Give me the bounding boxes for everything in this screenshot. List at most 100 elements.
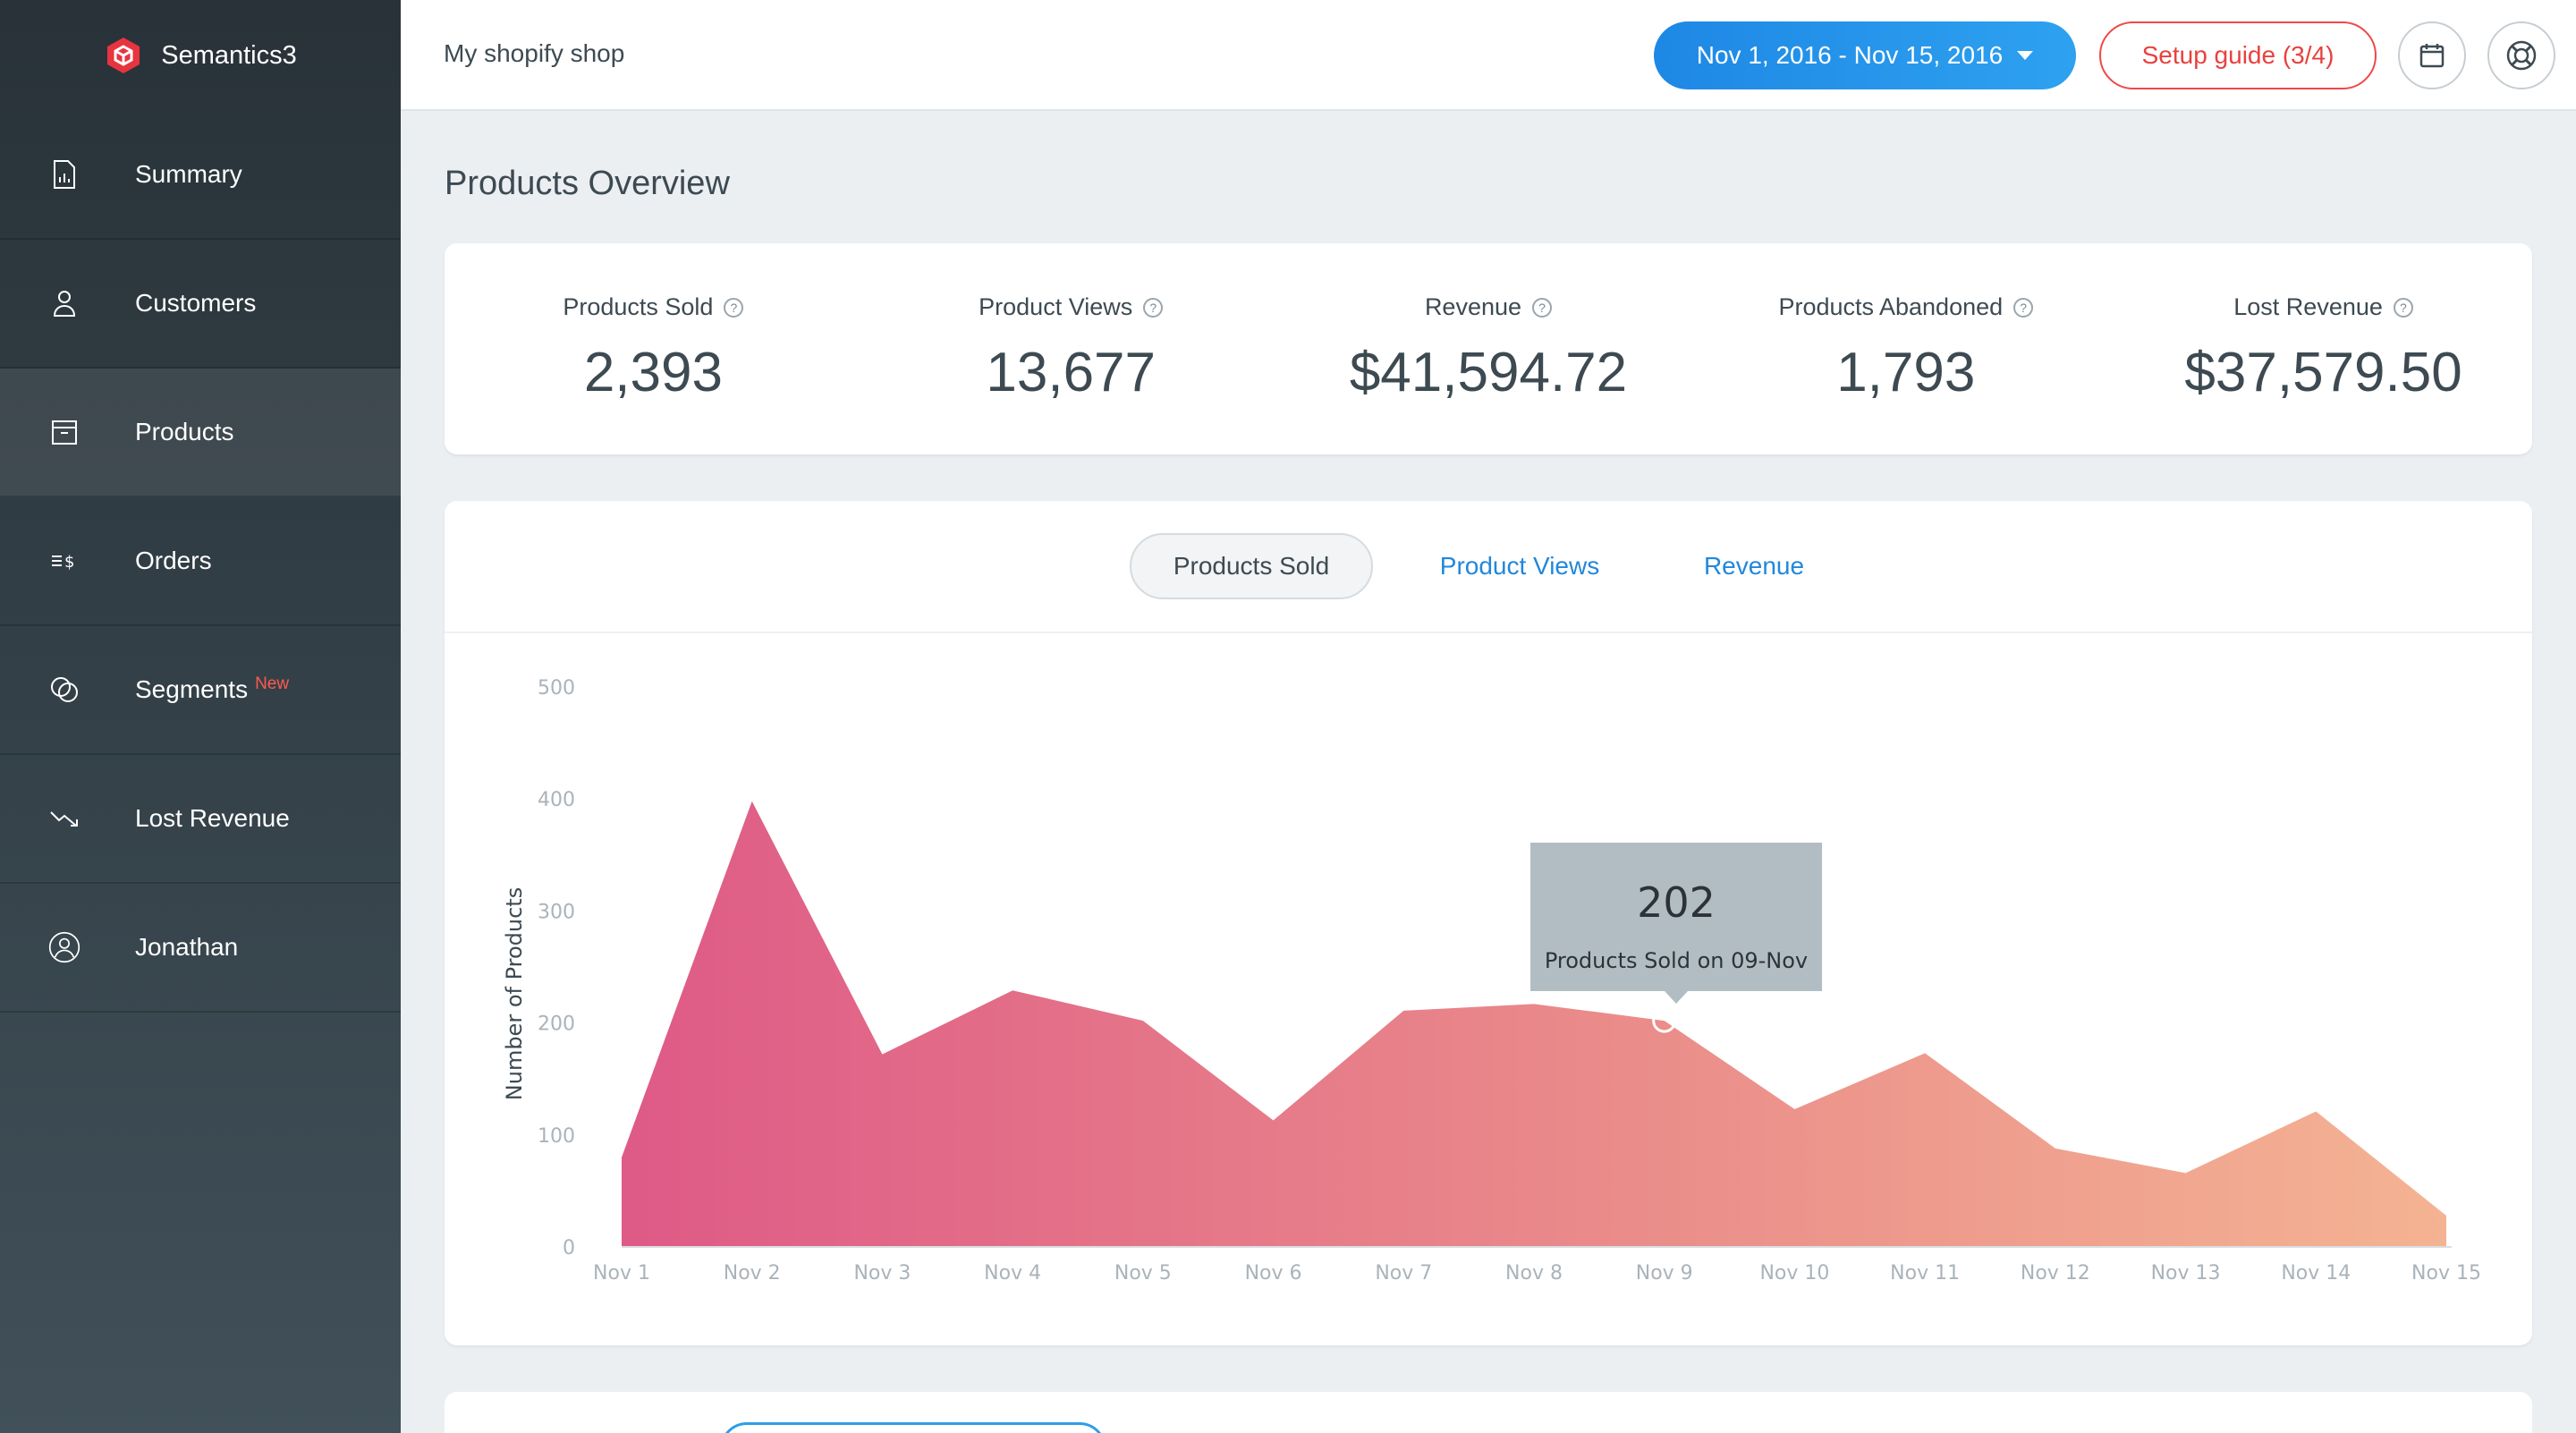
sidebar-item-summary[interactable]: Summary [0,111,401,240]
data-point[interactable] [611,1147,632,1168]
y-tick-label: 500 [538,677,575,700]
report-icon [48,158,80,191]
stat-label-text: Revenue [1424,293,1522,320]
chart-tooltip: 202 Products Sold on 09-Nov [1530,843,1822,1004]
tooltip-label: Products Sold on 09-Nov [1544,948,1809,973]
sidebar-item-orders[interactable]: $ Orders [0,497,401,626]
sidebar-item-label: Customers [135,289,257,317]
x-tick-label: Nov 10 [1759,1262,1829,1285]
stat-revenue: Revenue? $41,594.72 [1280,243,1698,454]
y-tick-label: 200 [538,1013,575,1036]
x-tick-label: Nov 6 [1245,1262,1302,1285]
calendar-icon [2419,44,2445,68]
stat-value: 13,677 [986,342,1157,403]
products-sold-area-chart: 0 100 200 300 400 500 Number of Products Nov 1 N… [502,677,2481,1285]
help-icon[interactable]: ? [2013,297,2034,318]
x-tick-label: Nov 7 [1375,1262,1432,1285]
x-tick-label: Nov 13 [2151,1262,2221,1285]
sidebar-item-account[interactable]: Jonathan [0,884,401,1013]
help-button[interactable] [2487,21,2555,89]
y-tick-label: 400 [538,789,575,811]
data-point[interactable] [1784,1098,1805,1120]
tab-revenue[interactable]: Revenue [1648,533,1860,599]
x-tick-label: Nov 2 [724,1262,781,1285]
user-icon [48,287,80,319]
new-badge: New [255,674,290,693]
stat-label: Revenue? [1424,293,1553,321]
trend-down-icon [48,802,80,835]
help-icon[interactable]: ? [1143,297,1164,318]
stat-label-text: Products Sold [563,293,714,320]
stat-products-sold: Products Sold? 2,393 [445,243,862,454]
segments-icon [48,674,80,706]
caret-down-icon [2017,51,2034,60]
y-tick-label: 100 [538,1125,575,1148]
x-tick-label: Nov 5 [1114,1262,1172,1285]
x-tick-label: Nov 3 [853,1262,911,1285]
x-tick-label: Nov 14 [2281,1262,2351,1285]
highlighted-point-marker[interactable] [1652,1008,1677,1033]
brand-logo-icon [107,38,140,73]
svg-text:$: $ [64,553,74,572]
data-point[interactable] [2045,1138,2066,1159]
tooltip-value: 202 [1637,878,1716,927]
calendar-button[interactable] [2398,21,2466,89]
stat-product-views: Product Views? 13,677 [862,243,1280,454]
data-point[interactable] [1263,1110,1284,1132]
account-icon [48,931,80,963]
data-point[interactable] [2175,1162,2197,1183]
sidebar-item-customers[interactable]: Customers [0,240,401,369]
stat-lost-revenue: Lost Revenue? $37,579.50 [2114,243,2532,454]
stat-label: Products Abandoned? [1778,293,2034,321]
data-point[interactable] [741,791,763,812]
date-range-label: Nov 1, 2016 - Nov 15, 2016 [1696,41,2004,69]
setup-guide-button[interactable]: Setup guide (3/4) [2099,21,2377,89]
sidebar-item-label: Lost Revenue [135,804,290,832]
chart-card: Products Sold Product Views Revenue 0 100… [445,501,2532,1345]
x-tick-label: Nov 8 [1505,1262,1563,1285]
date-range-button[interactable]: Nov 1, 2016 - Nov 15, 2016 [1654,21,2076,89]
sidebar-item-label: Products [135,418,234,445]
data-point[interactable] [1132,1010,1154,1031]
sidebar-item-label: Jonathan [135,933,239,961]
help-icon[interactable]: ? [724,297,744,318]
data-point[interactable] [1914,1042,1936,1064]
data-point[interactable] [1523,993,1545,1014]
shop-name: My shopify shop [444,39,625,67]
x-tick-label: Nov 15 [2411,1262,2481,1285]
sidebar-item-products[interactable]: Products [0,369,401,497]
data-point[interactable] [2436,1205,2457,1226]
next-card-pill-button[interactable] [720,1422,1106,1433]
sidebar-nav: Summary Customers Products $ Orders Segm… [0,111,401,1013]
stat-label: Product Views? [979,293,1164,321]
sidebar-item-lost-revenue[interactable]: Lost Revenue [0,755,401,884]
sidebar-item-text: Segments [135,675,249,703]
data-point[interactable] [871,1044,893,1065]
y-axis-title: Number of Products [502,887,527,1100]
data-point[interactable] [1393,1000,1414,1022]
orders-dollar-icon: $ [48,545,80,577]
stat-value: 1,793 [1836,342,1976,403]
stat-label-text: Products Abandoned [1778,293,2004,320]
stat-label-text: Product Views [979,293,1133,320]
box-icon [48,416,80,448]
x-tick-label: Nov 1 [593,1262,650,1285]
x-tick-label: Nov 9 [1636,1262,1693,1285]
stat-products-abandoned: Products Abandoned? 1,793 [1697,243,2114,454]
data-point[interactable] [2305,1101,2326,1123]
tab-products-sold[interactable]: Products Sold [1130,533,1373,599]
sidebar-item-label: Orders [135,547,212,574]
stat-label: Lost Revenue? [2233,293,2413,321]
x-tick-label: Nov 12 [2021,1262,2090,1285]
brand-name: Semantics3 [161,40,297,70]
stats-card: Products Sold? 2,393 Product Views? 13,6… [445,243,2532,454]
brand[interactable]: Semantics3 [0,0,401,111]
data-point[interactable] [1002,979,1023,1001]
sidebar-item-segments[interactable]: Segments New [0,626,401,755]
help-icon[interactable]: ? [2393,297,2413,318]
tab-product-views[interactable]: Product Views [1403,533,1636,599]
stat-label: Products Sold? [563,293,744,321]
sidebar-item-label: Summary [135,160,242,188]
x-tick-label: Nov 4 [984,1262,1041,1285]
help-icon[interactable]: ? [1532,297,1553,318]
